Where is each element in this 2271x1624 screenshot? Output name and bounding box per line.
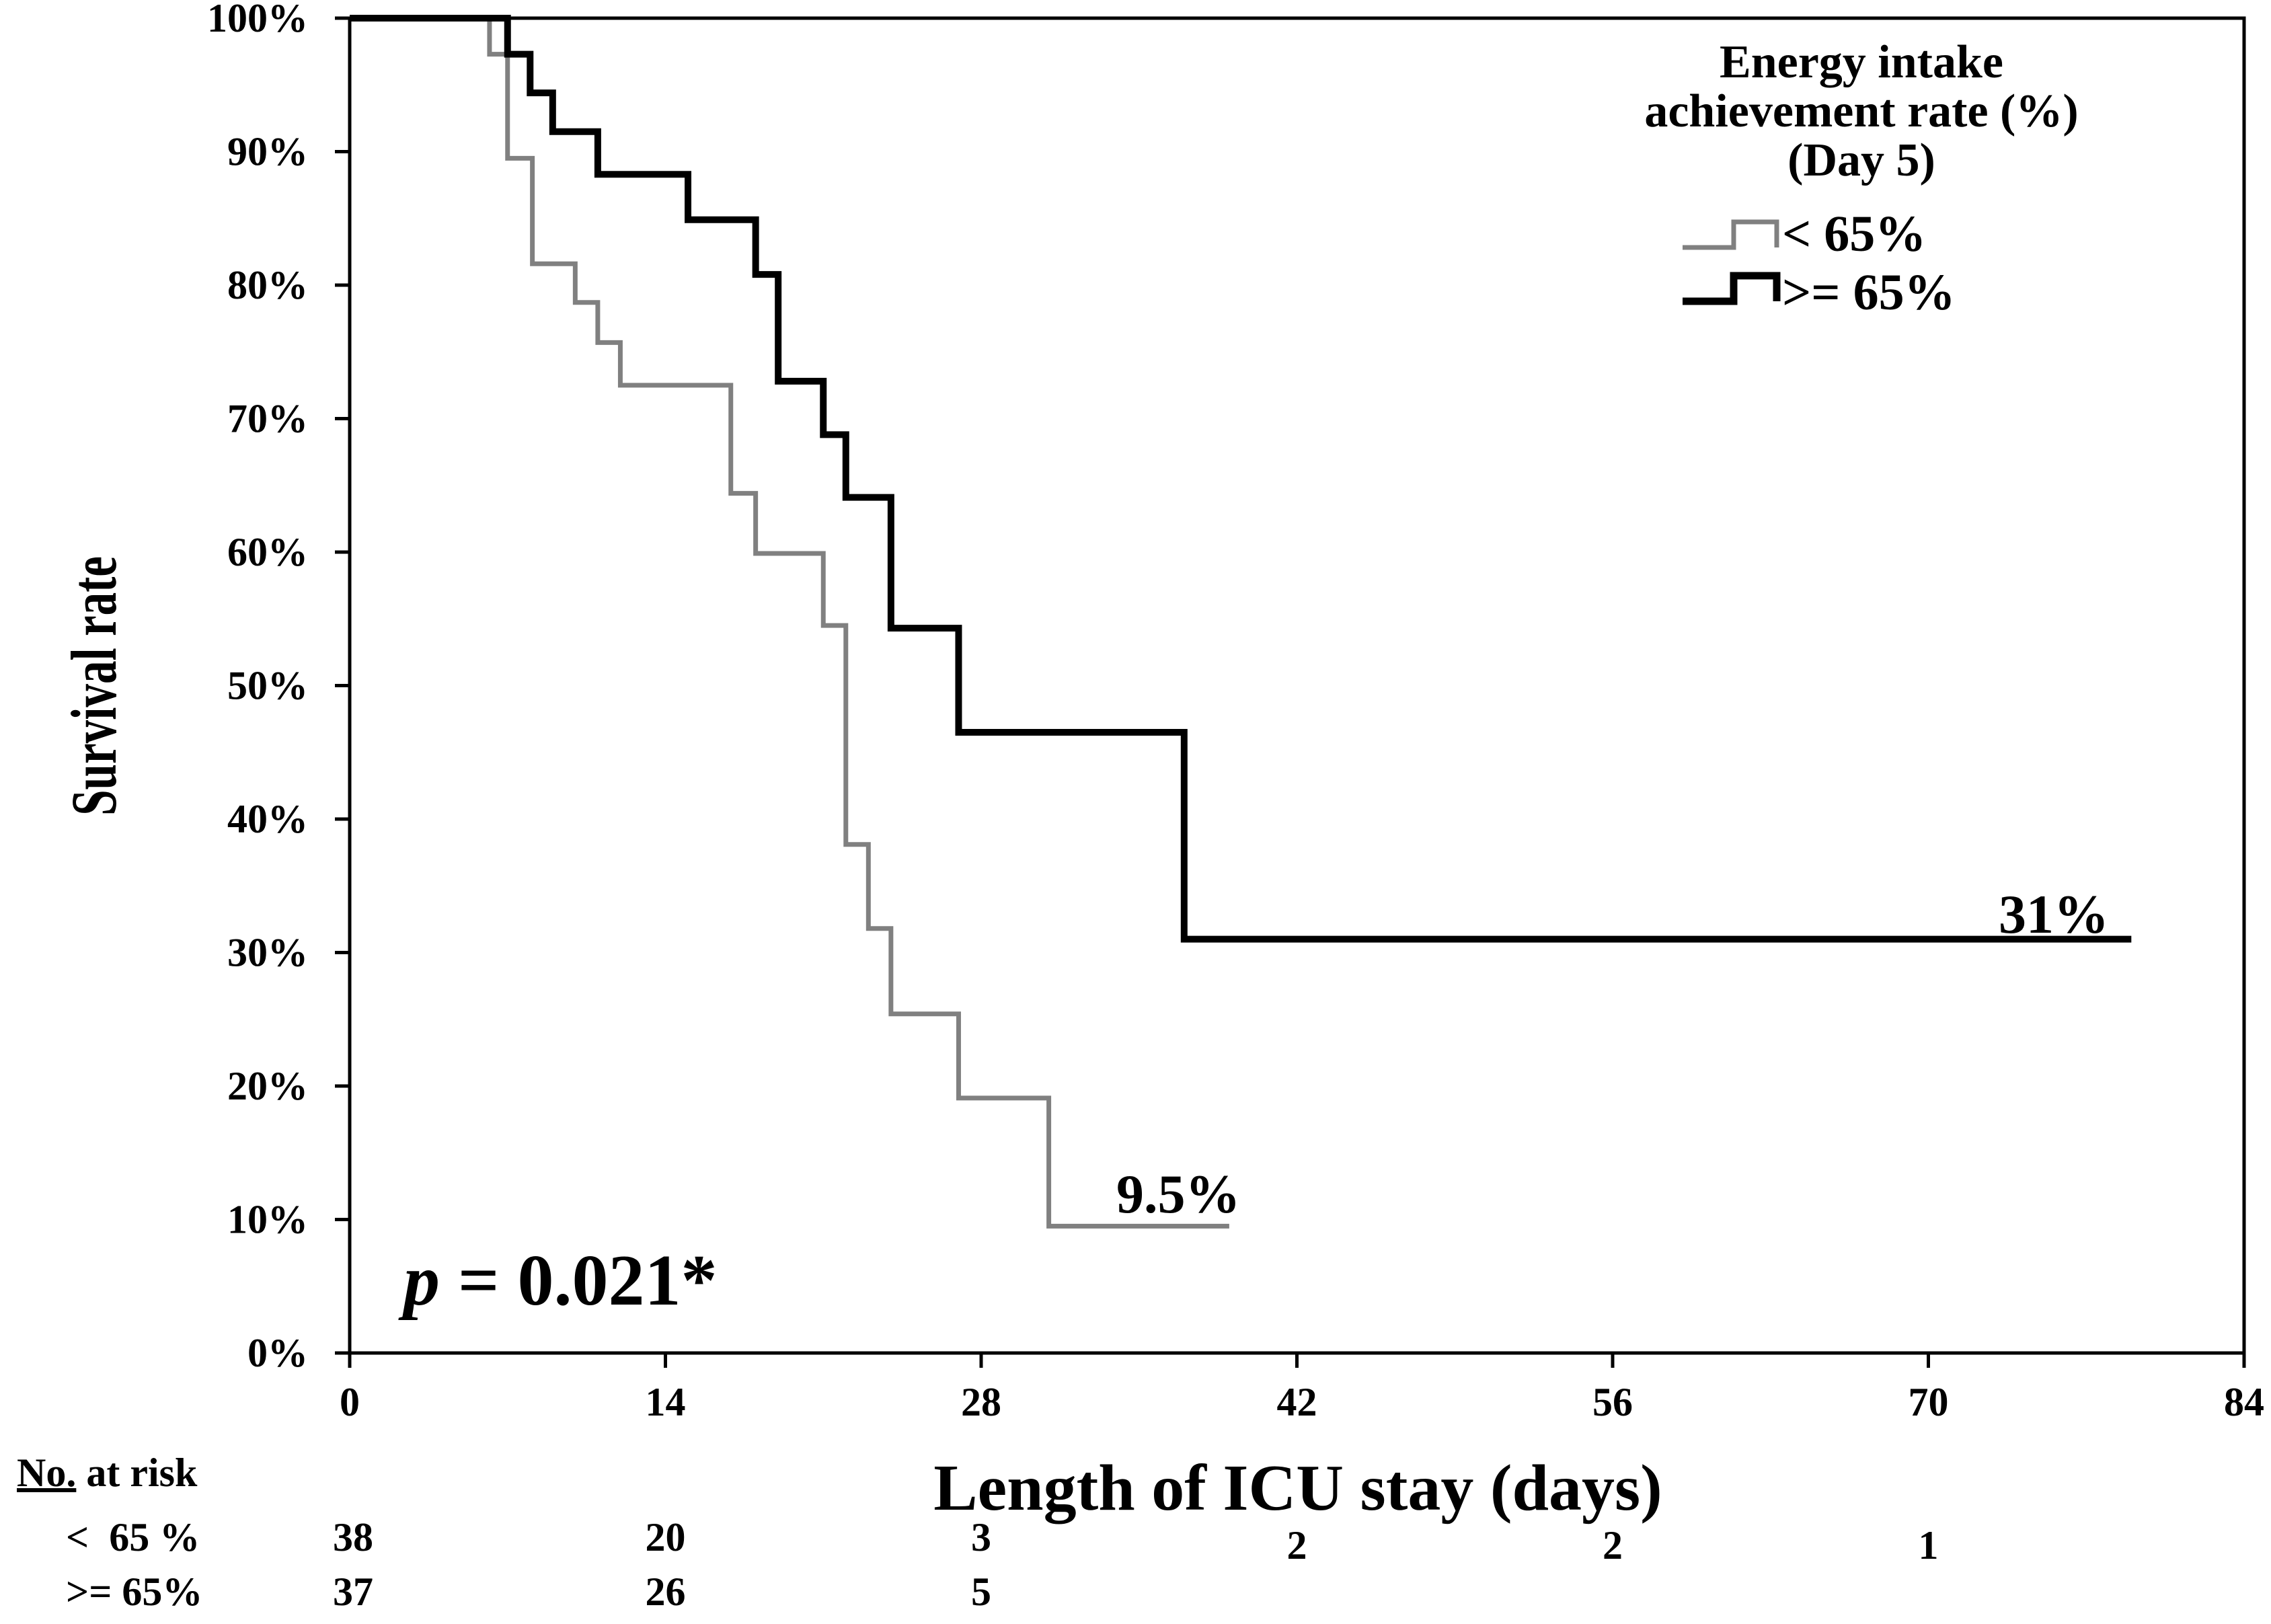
risk-value-lt65: 20: [646, 1515, 686, 1559]
y-tick-label: 50%: [227, 664, 308, 708]
risk-value-lt65: 38: [333, 1515, 373, 1559]
risk-row-label-lt65: < 65 %: [66, 1515, 200, 1559]
p-value-annotation: p = 0.021*: [398, 1241, 718, 1321]
legend-symbol-ge65: [1683, 272, 1781, 305]
y-tick-label: 90%: [227, 130, 308, 174]
risk-value-lt65: 3: [971, 1515, 991, 1559]
series-line-ge65: [350, 15, 2132, 943]
y-tick-label: 80%: [227, 263, 308, 307]
legend-label-lt65: < 65%: [1782, 206, 1926, 262]
risk-values: 38 20 3 2 2 1 37 26 5: [333, 1515, 1939, 1614]
legend-symbol-lt65: [1683, 219, 1779, 250]
risk-value-lt65: 1: [1919, 1523, 1939, 1568]
x-tick-label: 14: [646, 1380, 686, 1424]
risk-row-label-ge65: >= 65%: [66, 1570, 202, 1614]
legend-title-line-3: (Day 5): [1787, 134, 1935, 186]
y-tick-label: 20%: [227, 1064, 308, 1108]
y-axis: 0% 10% 20% 30% 40% 50% 60% 70% 80% 90% 100%: [207, 0, 350, 1375]
y-tick-label: 0%: [247, 1331, 308, 1375]
legend: Energy intake achievement rate (%) (Day …: [1644, 36, 2078, 321]
risk-value-lt65: 2: [1287, 1523, 1307, 1568]
series-layer: [350, 15, 2132, 1229]
legend-title-line-2: achievement rate (%): [1644, 85, 2078, 137]
x-axis: 0 14 28 42 56 70 84: [340, 1353, 2264, 1424]
y-tick-label: 40%: [227, 797, 308, 841]
y-tick-label: 10%: [227, 1198, 308, 1242]
p-value-text: = 0.021*: [440, 1241, 718, 1321]
p-value-symbol: p: [398, 1241, 440, 1321]
x-axis-label: Length of ICU stay (days): [933, 1452, 1662, 1524]
risk-header-no: No.: [17, 1451, 76, 1495]
y-tick-label: 70%: [227, 397, 308, 441]
x-tick-label: 42: [1277, 1380, 1317, 1424]
legend-label-ge65: >= 65%: [1782, 264, 1956, 321]
y-tick-label: 100%: [207, 0, 308, 40]
x-tick-label: 70: [1909, 1380, 1949, 1424]
y-axis-label: Survival rate: [59, 556, 130, 816]
y-tick-label: 60%: [227, 530, 308, 574]
risk-header-rest: at risk: [76, 1451, 198, 1495]
y-tick-label: 30%: [227, 931, 308, 975]
x-tick-label: 0: [340, 1380, 360, 1424]
risk-value-lt65: 2: [1603, 1523, 1623, 1568]
end-label-lt65: 9.5%: [1116, 1163, 1241, 1225]
series-line-lt65: [350, 15, 1229, 1229]
risk-table: No. at risk < 65 % >= 65% 38 20 3 2 2 1 37 26 5: [17, 1451, 1939, 1614]
risk-value-ge65: 5: [971, 1570, 991, 1614]
risk-table-header: No. at risk: [17, 1451, 198, 1495]
x-tick-label: 56: [1592, 1380, 1633, 1424]
risk-value-ge65: 26: [646, 1570, 686, 1614]
x-tick-label: 28: [961, 1380, 1001, 1424]
legend-title-line-1: Energy intake: [1720, 36, 2003, 88]
risk-value-ge65: 37: [333, 1570, 373, 1614]
end-label-ge65: 31%: [1999, 884, 2109, 945]
x-tick-label: 84: [2224, 1380, 2264, 1424]
